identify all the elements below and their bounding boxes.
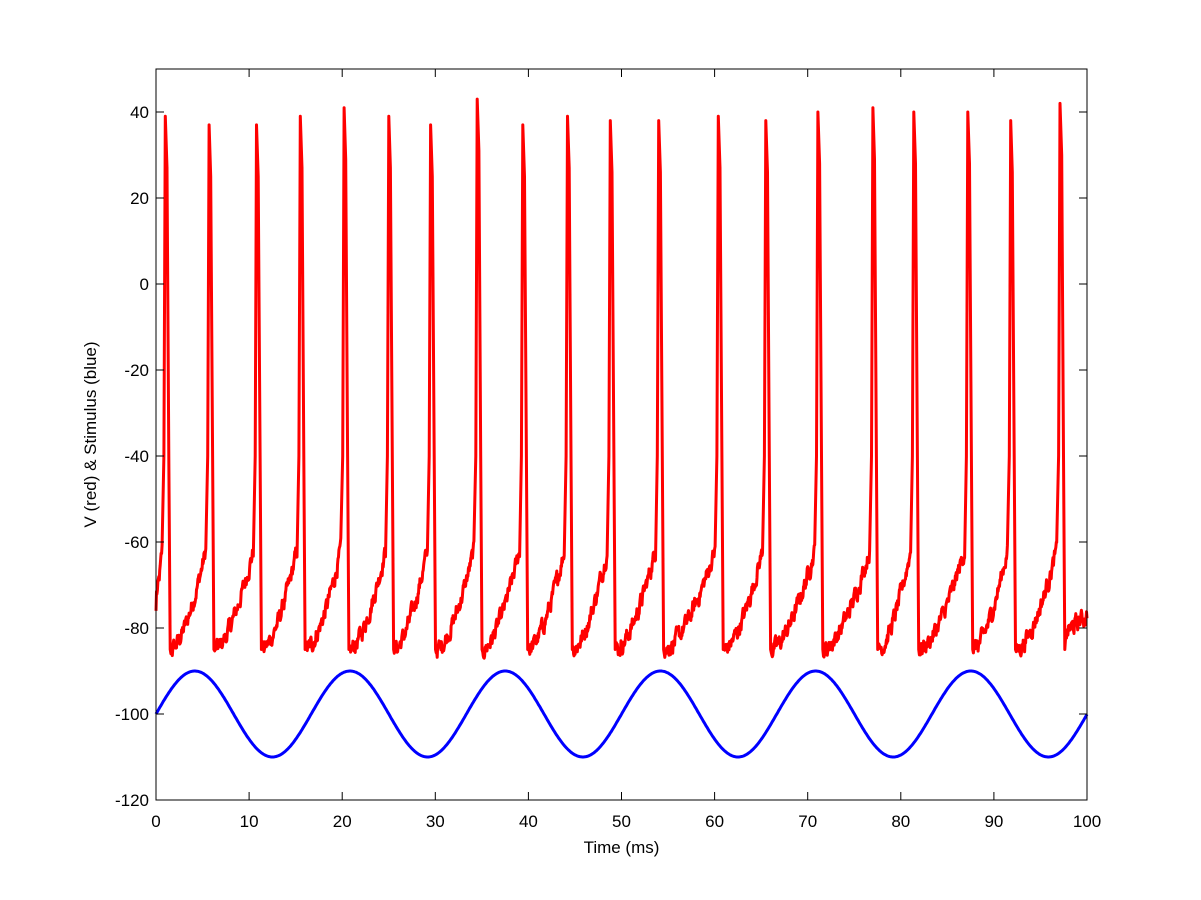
x-tick-label: 10 — [240, 812, 259, 831]
x-tick-label: 70 — [798, 812, 817, 831]
x-tick-label: 100 — [1073, 812, 1101, 831]
x-tick-label: 60 — [705, 812, 724, 831]
plot-area: 0 10 20 30 40 50 60 70 80 90 100 -120 -100 -80 -60 -40 -… — [115, 68, 1101, 831]
x-tick-label: 90 — [984, 812, 1003, 831]
x-tick-label: 20 — [333, 812, 352, 831]
x-tick-label: 40 — [519, 812, 538, 831]
y-tick-label: 20 — [130, 189, 149, 208]
series-layer — [154, 97, 1089, 759]
x-tick-label: 50 — [612, 812, 631, 831]
y-tick-label: -80 — [124, 619, 149, 638]
ticks-layer: 0 10 20 30 40 50 60 70 80 90 100 -120 -100 -80 -60 -40 -… — [115, 69, 1101, 831]
y-tick-label: 0 — [140, 275, 149, 294]
y-axis-label: V (red) & Stimulus (blue) — [81, 341, 100, 527]
x-tick-label: 80 — [891, 812, 910, 831]
y-tick-label: -40 — [124, 447, 149, 466]
x-tick-label: 30 — [426, 812, 445, 831]
y-tick-label: 40 — [130, 103, 149, 122]
y-tick-label: -60 — [124, 533, 149, 552]
series-stimulus-line — [154, 669, 1089, 759]
x-tick-label: 0 — [151, 812, 160, 831]
series-voltage-line — [154, 97, 1089, 660]
x-axis-label: Time (ms) — [584, 838, 660, 857]
y-tick-label: -120 — [115, 791, 149, 810]
y-tick-label: -100 — [115, 705, 149, 724]
y-tick-label: -20 — [124, 361, 149, 380]
